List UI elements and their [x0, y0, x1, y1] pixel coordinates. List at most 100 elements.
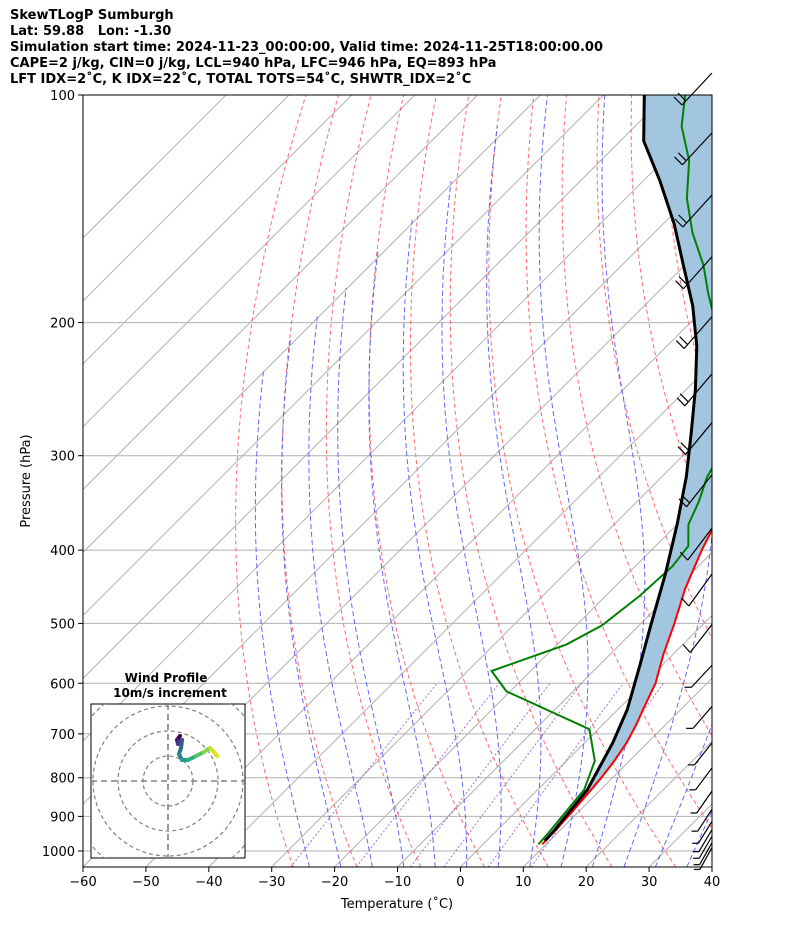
wind-profile-inset: Wind Profile 10m/s increment: [90, 671, 246, 859]
x-tick-label: 10: [515, 875, 532, 890]
wind-barb: [693, 842, 713, 866]
x-tick-label: −10: [384, 875, 411, 890]
wind-barb: [692, 829, 713, 853]
wind-barb: [678, 474, 713, 508]
moist-adiabat: [281, 338, 342, 867]
isotherm: [83, 95, 604, 617]
mixing-ratio-line: [355, 682, 500, 867]
wind-barb: [676, 373, 713, 407]
moist-adiabat: [308, 314, 373, 867]
wind-barb: [690, 790, 713, 814]
dry-adiabat: [525, 95, 712, 829]
moist-adiabat: [686, 809, 712, 867]
mixing-ratio-line: [290, 682, 438, 867]
isotherm: [83, 95, 667, 680]
x-tick-label: 20: [578, 875, 595, 890]
station-location: Lat: 59.88 Lon: -1.30: [10, 24, 172, 39]
dewpoint-line: [490, 95, 712, 845]
moist-adiabat: [718, 95, 794, 867]
dry-adiabat: [630, 95, 712, 534]
y-tick-label: 100: [50, 89, 75, 104]
isotherm: [83, 95, 290, 302]
isotherm: [145, 300, 712, 867]
wind-barb: [689, 767, 713, 791]
wind-barb: [687, 742, 713, 766]
mixing-ratio-line: [443, 682, 582, 867]
isotherm: [83, 95, 416, 428]
y-tick-label: 400: [50, 544, 75, 559]
dry-adiabat: [488, 95, 677, 867]
moist-adiabat: [654, 723, 712, 867]
wind-barb: [675, 256, 713, 290]
wind-barb: [693, 835, 713, 859]
chart-title: SkewTLogP Sumburgh: [10, 8, 174, 23]
simulation-time: Simulation start time: 2024-11-23_00:00:…: [10, 40, 603, 55]
wind-barb: [684, 664, 713, 688]
moist-adiabat: [368, 249, 436, 867]
y-tick-label: 300: [50, 450, 75, 465]
wind-barb: [673, 132, 713, 166]
x-axis-label: Temperature (˚C): [340, 896, 453, 912]
profile-lines: [490, 95, 712, 845]
wind-barbs: [673, 72, 713, 871]
dry-adiabat: [762, 95, 794, 867]
isotherm: [271, 425, 712, 867]
wind-barb: [686, 705, 713, 729]
x-tick-label: −20: [321, 875, 348, 890]
y-tick-label: 200: [50, 317, 75, 332]
y-tick-label: 500: [50, 617, 75, 632]
x-tick-label: 40: [704, 875, 721, 890]
y-axis-label: Pressure (hPa): [19, 434, 34, 527]
y-tick-label: 600: [50, 677, 75, 692]
x-tick-label: 30: [641, 875, 658, 890]
moist-adiabat: [337, 287, 405, 867]
y-tick-label: 1000: [42, 845, 75, 860]
isotherm: [208, 363, 712, 867]
dry-adiabat: [235, 95, 307, 867]
parcel-line: [543, 95, 699, 842]
wind-barb: [691, 808, 713, 832]
x-axis-ticks: −60 −50 −40 −30 −20 −10 0 10 20 30 40: [69, 867, 720, 890]
y-tick-label: 700: [50, 728, 75, 743]
x-tick-label: 0: [456, 875, 464, 890]
dry-adiabat: [410, 95, 549, 867]
isotherm: [83, 95, 353, 365]
wind-barb: [692, 820, 713, 844]
dry-adiabat: [325, 95, 422, 867]
cape-area: [542, 95, 712, 845]
isotherm: [711, 866, 712, 867]
isotherm: [460, 614, 712, 867]
wind-barb: [682, 624, 713, 653]
hodograph-segment: [212, 750, 219, 758]
wind-barb: [674, 194, 713, 228]
y-tick-label: 800: [50, 772, 75, 787]
inset-subtitle: 10m/s increment: [113, 686, 227, 700]
wind-barb: [677, 422, 713, 455]
isotherm: [83, 111, 712, 742]
inset-title: Wind Profile: [125, 671, 208, 685]
isotherm: [522, 677, 712, 867]
temperature-line: [541, 527, 712, 845]
moist-adiabat: [538, 95, 589, 867]
y-tick-label: 900: [50, 810, 75, 825]
moist-adiabat: [486, 126, 542, 867]
stability-indices: LFT IDX=2˚C, K IDX=22˚C, TOTAL TOTS=54˚C…: [10, 72, 472, 87]
x-tick-label: −50: [132, 875, 159, 890]
dry-adiabat: [449, 95, 613, 867]
inset-ring: [117, 730, 219, 832]
x-tick-label: −30: [258, 875, 285, 890]
moist-adiabat: [441, 181, 502, 867]
cape-fill: [542, 95, 712, 845]
moist-adiabat: [402, 216, 468, 867]
chart-header: SkewTLogP Sumburgh Lat: 59.88 Lon: -1.30…: [10, 8, 603, 88]
isotherm: [83, 95, 478, 491]
x-tick-label: −60: [69, 875, 96, 890]
y-axis-ticks: 100 200 300 400 500 600 700 800 900 1000: [42, 89, 83, 860]
wind-barb: [679, 527, 713, 561]
wind-barb: [681, 573, 713, 607]
isotherm: [83, 95, 227, 239]
wind-barb: [693, 847, 713, 871]
isotherm: [397, 551, 712, 867]
wind-barb: [675, 316, 713, 350]
